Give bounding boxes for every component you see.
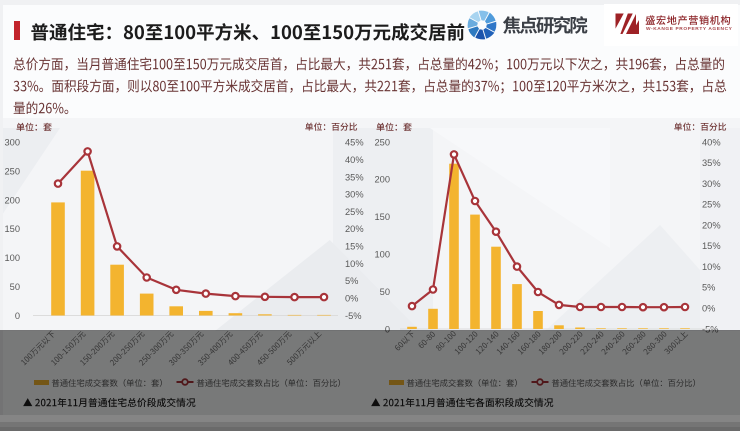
svg-text:0%: 0%: [345, 294, 358, 304]
svg-text:45%: 45%: [345, 138, 364, 148]
svg-text:0%: 0%: [702, 304, 715, 314]
svg-text:250: 250: [374, 137, 390, 147]
svg-text:40%: 40%: [345, 155, 364, 165]
svg-text:10%: 10%: [345, 259, 364, 269]
svg-text:100: 100: [374, 250, 390, 260]
svg-text:100: 100: [4, 253, 20, 263]
svg-text:5%: 5%: [345, 276, 358, 286]
svg-text:0: 0: [385, 324, 390, 334]
svg-text:10%: 10%: [702, 262, 721, 272]
svg-text:300: 300: [4, 138, 20, 148]
svg-text:20%: 20%: [345, 224, 364, 234]
svg-text:150: 150: [374, 212, 390, 222]
svg-text:40%: 40%: [702, 137, 721, 147]
svg-text:5%: 5%: [702, 283, 715, 293]
svg-text:50: 50: [10, 282, 20, 292]
svg-text:15%: 15%: [345, 242, 364, 252]
svg-text:0: 0: [15, 311, 20, 321]
svg-text:30%: 30%: [702, 179, 721, 189]
svg-text:200: 200: [4, 195, 20, 205]
svg-text:50: 50: [380, 287, 390, 297]
svg-text:35%: 35%: [345, 172, 364, 182]
svg-text:30%: 30%: [345, 190, 364, 200]
svg-text:-5%: -5%: [345, 311, 362, 321]
svg-text:15%: 15%: [702, 241, 721, 251]
svg-text:25%: 25%: [702, 200, 721, 210]
svg-text:25%: 25%: [345, 207, 364, 217]
svg-text:200: 200: [374, 175, 390, 185]
svg-text:150: 150: [4, 224, 20, 234]
svg-text:250: 250: [4, 167, 20, 177]
svg-text:20%: 20%: [702, 220, 721, 230]
svg-text:35%: 35%: [702, 158, 721, 168]
